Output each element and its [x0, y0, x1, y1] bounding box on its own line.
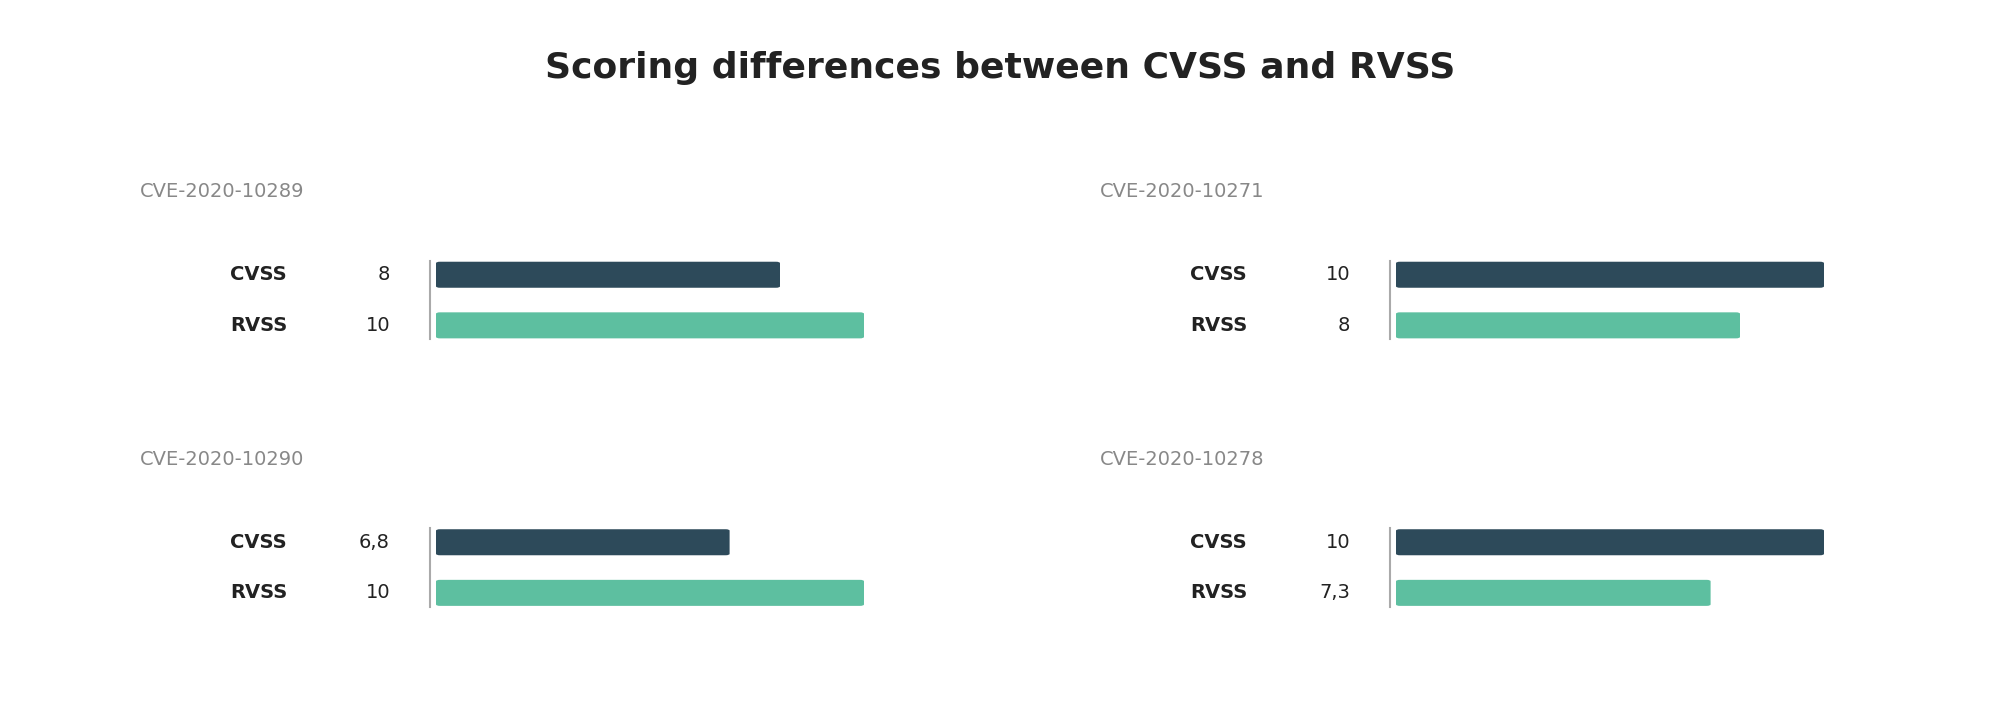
Text: 10: 10 [1326, 533, 1350, 552]
FancyBboxPatch shape [436, 529, 730, 555]
FancyBboxPatch shape [436, 580, 864, 606]
FancyBboxPatch shape [1396, 262, 1824, 288]
Text: CVE-2020-10271: CVE-2020-10271 [1100, 182, 1264, 201]
Text: CVE-2020-10278: CVE-2020-10278 [1100, 450, 1264, 469]
Text: CVSS: CVSS [1190, 533, 1246, 552]
Text: RVSS: RVSS [1190, 583, 1248, 602]
Text: 10: 10 [366, 583, 390, 602]
Text: CVSS: CVSS [230, 265, 286, 284]
Text: RVSS: RVSS [230, 583, 288, 602]
Text: 6,8: 6,8 [360, 533, 390, 552]
Text: 7,3: 7,3 [1320, 583, 1350, 602]
Text: 8: 8 [378, 265, 390, 284]
Text: RVSS: RVSS [1190, 316, 1248, 335]
FancyBboxPatch shape [1396, 580, 1710, 606]
FancyBboxPatch shape [1396, 312, 1740, 338]
Text: 10: 10 [1326, 265, 1350, 284]
Text: CVE-2020-10290: CVE-2020-10290 [140, 450, 304, 469]
Text: CVE-2020-10289: CVE-2020-10289 [140, 182, 304, 201]
Text: 8: 8 [1338, 316, 1350, 335]
FancyBboxPatch shape [1396, 529, 1824, 555]
Text: CVSS: CVSS [1190, 265, 1246, 284]
Text: 10: 10 [366, 316, 390, 335]
FancyBboxPatch shape [436, 312, 864, 338]
Text: RVSS: RVSS [230, 316, 288, 335]
FancyBboxPatch shape [436, 262, 780, 288]
Text: CVSS: CVSS [230, 533, 286, 552]
Text: Scoring differences between CVSS and RVSS: Scoring differences between CVSS and RVS… [544, 51, 1456, 85]
